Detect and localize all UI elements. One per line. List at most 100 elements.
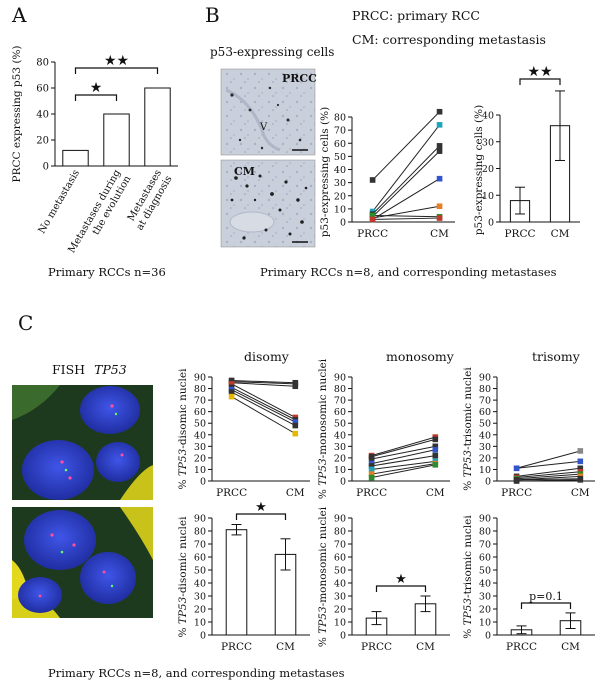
panel-a-chart: 0 20 40 60 80 PRCC expressing p53 (%) No metas… [11, 45, 178, 255]
column-title: trisomy [532, 349, 581, 364]
column-title: disomy [244, 349, 290, 364]
y-axis-label: % TP53-disomic nuclei [177, 368, 189, 490]
x-tick-label: CM [551, 228, 570, 240]
y-axis-label: % TP53-trisomic nuclei [462, 515, 474, 639]
data-point [436, 143, 443, 149]
series-line [231, 381, 296, 385]
series-line [371, 460, 436, 470]
y-tick-label: 40 [334, 430, 346, 441]
x-tick-label: PRCC [361, 641, 392, 653]
y-tick-label: 70 [334, 126, 346, 137]
y-tick-label: 80 [479, 527, 491, 538]
x-tick-label: CM [286, 487, 305, 499]
y-tick-label: 40 [36, 110, 49, 121]
x-tick-label-line: No metastasis [37, 168, 82, 236]
y-tick-label: 10 [479, 618, 491, 629]
y-axis-label-prefix: % [177, 476, 189, 489]
series-line [516, 460, 581, 469]
y-tick-label: 30 [334, 592, 346, 603]
y-tick-label: 40 [334, 165, 346, 176]
data-point [292, 422, 299, 429]
y-axis-label-gene: TP53 [462, 450, 474, 478]
y-tick-label: 40 [194, 579, 206, 590]
series-line [371, 464, 436, 479]
significance-bracket [519, 78, 561, 85]
y-axis-label-prefix: % [462, 477, 474, 490]
x-tick-label: CM [571, 487, 590, 499]
y-axis-label-suffix: -trisomic nuclei [462, 367, 474, 450]
column-title: monosomy [386, 349, 455, 364]
x-tick-label: No metastasis [37, 168, 82, 236]
y-tick-label: 10 [194, 618, 206, 629]
y-axis-label-suffix: -monosomic nuclei [317, 358, 329, 458]
y-tick-label: 0 [340, 218, 346, 229]
y-tick-label: 20 [479, 453, 491, 464]
panel-letter-c: C [18, 311, 33, 335]
series-line [372, 145, 440, 215]
y-tick-label: 40 [194, 430, 206, 441]
x-tick-label: PRCC [221, 641, 252, 653]
bar [144, 87, 171, 167]
data-point [369, 216, 376, 223]
y-tick-label: 0 [200, 477, 206, 488]
y-tick-label: 40 [479, 430, 491, 441]
y-tick-label: 20 [334, 605, 346, 616]
y-tick-label: 30 [334, 442, 346, 453]
y-tick-label: 0 [485, 477, 491, 488]
x-tick-label: PRCC [357, 228, 388, 240]
series-line [371, 449, 436, 465]
series-line [516, 450, 581, 469]
significance-bracket [235, 513, 287, 520]
y-tick-label: 70 [194, 396, 206, 407]
y-axis-label-suffix: -trisomic nuclei [462, 515, 474, 598]
data-point [432, 462, 439, 468]
image-label-cm: CM [234, 165, 255, 178]
series-line [231, 386, 296, 421]
y-axis-label-gene: TP53 [317, 606, 329, 634]
series-line [516, 478, 581, 481]
y-tick-label: 10 [482, 191, 494, 202]
y-tick-label: 60 [334, 407, 346, 418]
data-point [368, 466, 375, 473]
y-tick-label: 10 [334, 204, 346, 215]
series-line [372, 217, 440, 220]
legend-prcc: PRCC: primary RCC [352, 8, 480, 23]
y-axis-label-gene: TP53 [462, 598, 474, 626]
y-tick-label: 30 [479, 442, 491, 453]
fish-gene: TP53 [94, 362, 127, 377]
y-axis-label-suffix: -monosomic nuclei [317, 506, 329, 606]
histology-image-cm [220, 159, 316, 248]
y-tick-label: 0 [200, 631, 206, 642]
y-tick-label: 60 [194, 407, 206, 418]
y-tick-label: 60 [36, 84, 49, 95]
p-value-label: p=0.1 [529, 590, 563, 603]
y-tick-label: 80 [479, 384, 491, 395]
y-tick-label: 60 [479, 553, 491, 564]
data-point [432, 436, 439, 443]
y-tick-label: 60 [334, 139, 346, 150]
y-axis-label-prefix: % [317, 634, 329, 647]
y-tick-label: 0 [340, 631, 346, 642]
data-point [228, 393, 235, 400]
y-tick-label: 0 [485, 631, 491, 642]
series-line [372, 150, 440, 218]
y-tick-label: 20 [482, 164, 494, 175]
image-title: p53-expressing cells [210, 45, 334, 59]
data-point [436, 215, 443, 221]
series-line [231, 389, 296, 423]
y-tick-label: 0 [43, 162, 49, 173]
x-tick-label: PRCC [504, 228, 535, 240]
data-point [577, 477, 584, 483]
y-tick-label: 50 [479, 566, 491, 577]
series-line [371, 463, 436, 475]
y-axis-label: % TP53-disomic nuclei [177, 516, 189, 638]
data-point [368, 474, 375, 481]
data-point [436, 122, 443, 128]
y-tick-label: 20 [334, 191, 346, 202]
y-axis-label-prefix: % [177, 624, 189, 637]
x-tick-label: PRCC [356, 487, 387, 499]
y-tick-label: 60 [194, 553, 206, 564]
y-tick-label: 70 [194, 540, 206, 551]
y-tick-label: 30 [334, 178, 346, 189]
image-marker-v: V [259, 122, 268, 133]
